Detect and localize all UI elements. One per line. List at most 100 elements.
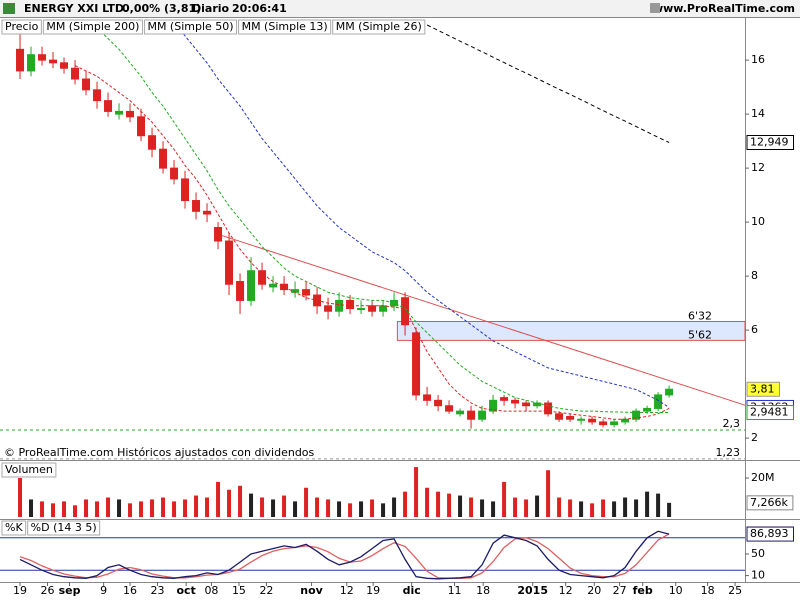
candle-body bbox=[555, 413, 564, 420]
volume-bar bbox=[502, 481, 507, 517]
candle-body bbox=[104, 100, 113, 112]
volume-bar bbox=[469, 497, 474, 517]
candle-body bbox=[401, 297, 410, 326]
moving-average bbox=[426, 24, 670, 143]
last-value-box bbox=[746, 526, 794, 542]
icon[interactable] bbox=[3, 3, 15, 14]
candle-body bbox=[390, 299, 399, 307]
oscillator-line bbox=[19, 533, 670, 579]
volume-bar bbox=[249, 493, 254, 517]
site[interactable]: www.ProRealTime.com bbox=[653, 2, 795, 15]
legend-label: MM (Simple 50) bbox=[147, 20, 233, 33]
candle-body bbox=[71, 67, 80, 80]
x-tick-label: nov bbox=[300, 584, 323, 597]
volume-bar bbox=[62, 501, 67, 517]
volume-bar bbox=[370, 499, 375, 517]
volume-bar bbox=[73, 505, 78, 517]
volume-bar bbox=[29, 499, 34, 517]
x-tick-label: 12 bbox=[340, 584, 354, 597]
candle-body bbox=[456, 410, 465, 415]
last-value-label: 2,9481 bbox=[750, 406, 789, 419]
trendline bbox=[214, 232, 746, 406]
volume-bar bbox=[139, 501, 144, 517]
candle-body bbox=[49, 59, 58, 64]
x-tick-label: 20 bbox=[587, 584, 601, 597]
volume-bar bbox=[304, 487, 309, 517]
candle-body bbox=[192, 200, 201, 212]
x-tick-label: feb bbox=[633, 584, 653, 597]
candle-body bbox=[577, 418, 586, 421]
candle-body bbox=[324, 305, 333, 312]
legend-box bbox=[1, 520, 27, 536]
legend-label: MM (Simple 26) bbox=[336, 20, 422, 33]
volume-bar bbox=[590, 503, 595, 517]
candle-body bbox=[357, 308, 366, 311]
y-tick-label: 12 bbox=[751, 161, 765, 174]
candle-body bbox=[93, 89, 102, 102]
volume-bar bbox=[326, 499, 331, 517]
legend-box bbox=[42, 19, 143, 35]
x-tick-label: 25 bbox=[728, 584, 742, 597]
candle-body bbox=[445, 405, 454, 412]
x-tick-label: 27 bbox=[613, 584, 627, 597]
legend-box bbox=[27, 520, 101, 536]
volume-bar bbox=[84, 499, 89, 517]
icon[interactable] bbox=[650, 3, 660, 13]
time: 20:06:41 bbox=[232, 2, 287, 15]
volume-bar bbox=[106, 497, 111, 517]
candle-body bbox=[38, 54, 47, 61]
level-label: 1,23 bbox=[716, 446, 741, 459]
candle-body bbox=[16, 48, 25, 72]
moving-average bbox=[74, 65, 670, 420]
symbol: ENERGY XXI LTD. bbox=[24, 2, 128, 15]
volume-bar bbox=[18, 478, 23, 517]
candle-body bbox=[478, 410, 487, 420]
volume-bar bbox=[128, 503, 133, 517]
candle-body bbox=[225, 240, 234, 285]
candle-body bbox=[280, 283, 289, 291]
volume-bar bbox=[183, 499, 188, 517]
volume-bar bbox=[205, 497, 210, 517]
legend-label: MM (Simple 200) bbox=[46, 20, 139, 33]
volume-bar bbox=[656, 493, 661, 517]
volume-bar bbox=[425, 487, 430, 517]
candle-body bbox=[148, 135, 157, 150]
candle-body bbox=[434, 399, 443, 407]
candle-body bbox=[588, 418, 597, 423]
y-tick-label: 6 bbox=[751, 323, 758, 336]
x-tick-label: 08 bbox=[204, 584, 218, 597]
x-tick-label: 19 bbox=[366, 584, 380, 597]
moving-average bbox=[96, 27, 670, 413]
candle-body bbox=[511, 399, 520, 404]
candle-body bbox=[247, 270, 256, 301]
legend-box bbox=[332, 19, 426, 35]
x-tick-label: 15 bbox=[232, 584, 246, 597]
candle-body bbox=[203, 210, 212, 215]
last-value-box bbox=[746, 134, 794, 150]
volume-bar bbox=[436, 491, 441, 517]
candle-body bbox=[599, 421, 608, 426]
last-value-label: 3,81 bbox=[750, 382, 775, 395]
volume-bar bbox=[513, 497, 518, 517]
last-value-label: 86,893 bbox=[750, 527, 789, 540]
moving-average bbox=[173, 21, 670, 408]
volume-bar bbox=[524, 499, 529, 517]
x-tick-label: 23 bbox=[151, 584, 165, 597]
zone-label: 6'32 bbox=[688, 309, 712, 322]
x-tick-label: sep bbox=[59, 584, 81, 597]
volume-bar bbox=[359, 501, 364, 517]
volume-bar bbox=[392, 497, 397, 517]
candle-body bbox=[665, 388, 674, 396]
y-tick-label: 20M bbox=[751, 471, 775, 484]
candle-body bbox=[566, 416, 575, 420]
y-tick-label: 10 bbox=[751, 215, 765, 228]
candle-body bbox=[467, 410, 476, 420]
x-tick-label: 18 bbox=[476, 584, 490, 597]
volume-bar bbox=[634, 499, 639, 517]
header-bar bbox=[0, 0, 800, 17]
legend-label: Volumen bbox=[5, 463, 53, 476]
last-value-box bbox=[746, 405, 794, 421]
zone bbox=[396, 320, 746, 341]
x-tick-label: 2015 bbox=[517, 584, 548, 597]
zone-label: 5'62 bbox=[688, 328, 712, 341]
